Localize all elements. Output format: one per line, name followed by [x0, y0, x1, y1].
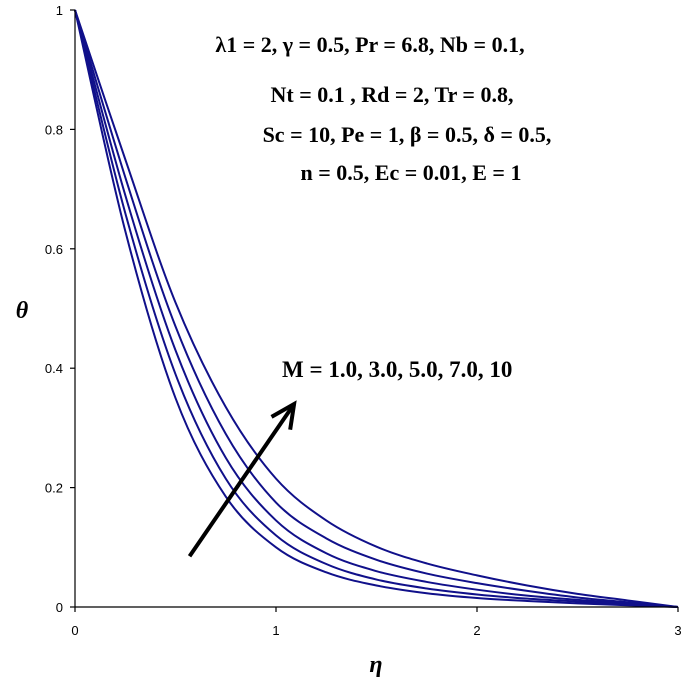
- y-axis-label: θ: [16, 298, 29, 324]
- y-tick-label: 0: [56, 600, 63, 615]
- x-tick-label: 2: [473, 623, 480, 638]
- y-tick-label: 1: [56, 3, 63, 18]
- y-tick-label: 0.4: [45, 361, 63, 376]
- curves-group: [74, 9, 679, 608]
- ticks-group: 0 1 2 3 0 0.2 0.4 0.6 0.8 1: [45, 3, 682, 638]
- x-tick-label: 0: [71, 623, 78, 638]
- arrow-shaft: [187, 402, 296, 558]
- x-tick-label: 3: [674, 623, 681, 638]
- parameter-line-3: Sc = 10, Pe = 1, β = 0.5, δ = 0.5,: [263, 122, 552, 147]
- y-tick-label: 0.2: [45, 481, 63, 496]
- x-axis-label: η: [369, 652, 382, 678]
- parameter-line-4: n = 0.5, Ec = 0.01, E = 1: [301, 160, 522, 185]
- parameter-line-2: Nt = 0.1 , Rd = 2, Tr = 0.8,: [271, 82, 514, 107]
- y-tick-label: 0.8: [45, 122, 63, 137]
- curve-series-4: [74, 9, 679, 608]
- y-tick-label: 0.6: [45, 242, 63, 257]
- arrow-head: [270, 400, 297, 431]
- parameter-line-1: λ1 = 2, γ = 0.5, Pr = 6.8, Nb = 0.1,: [215, 32, 524, 57]
- curve-series-3: [74, 9, 679, 608]
- curve-series-5: [74, 9, 679, 608]
- curve-series-1: [74, 9, 679, 608]
- x-tick-label: 1: [272, 623, 279, 638]
- m-annotation: M = 1.0, 3.0, 5.0, 7.0, 10: [282, 357, 512, 382]
- trend-arrow: [187, 400, 297, 558]
- curve-series-2: [74, 9, 679, 608]
